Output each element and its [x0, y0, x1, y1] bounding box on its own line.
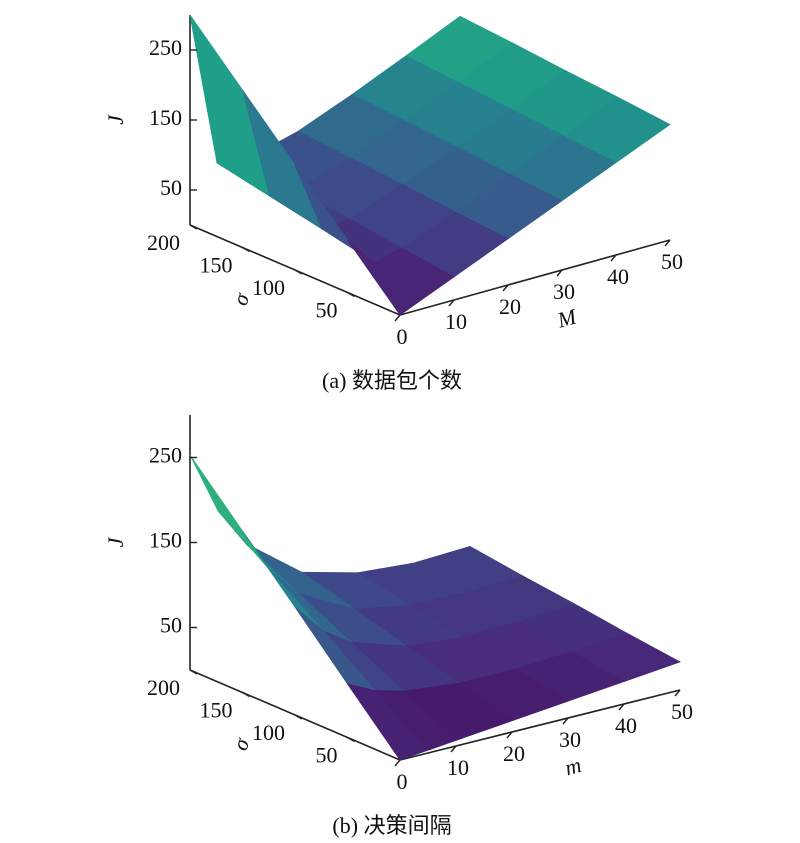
- surface-patch: [347, 239, 428, 316]
- surface-patch: [189, 14, 271, 197]
- z-tick-label: 150: [149, 528, 182, 553]
- y-axis-label: σ: [227, 289, 255, 309]
- z-axis-label: J: [103, 536, 128, 547]
- z-tick-label: 50: [160, 175, 182, 200]
- x-tick-label: 40: [615, 713, 637, 738]
- x-tick-label: 10: [447, 755, 469, 780]
- y-tick-label: 150: [200, 698, 233, 723]
- x-tick: [394, 759, 401, 767]
- x-tick: [610, 254, 617, 262]
- x-tick: [394, 314, 401, 322]
- z-tick-label: 250: [149, 35, 182, 60]
- x-tick: [562, 717, 569, 725]
- surface-patch: [346, 683, 429, 761]
- x-axis: [399, 239, 671, 316]
- y-tick: [294, 714, 303, 720]
- z-axis-label: J: [103, 114, 128, 125]
- caption: (b) 决策间隔: [332, 813, 451, 838]
- x-axis-label: m: [562, 752, 584, 780]
- x-tick: [664, 239, 671, 247]
- x-tick-label: 10: [445, 309, 467, 334]
- y-tick: [242, 246, 250, 253]
- x-tick: [556, 269, 563, 277]
- x-tick: [450, 745, 457, 753]
- x-tick: [506, 731, 513, 739]
- x-tick-label: 20: [503, 741, 525, 766]
- z-tick-label: 50: [160, 613, 182, 638]
- y-tick: [347, 736, 355, 743]
- y-tick-label: 50: [316, 298, 338, 323]
- x-tick-label: 0: [397, 324, 408, 349]
- x-tick: [502, 284, 509, 292]
- y-tick-label: 50: [316, 743, 338, 768]
- y-tick-label: 200: [147, 675, 180, 700]
- y-tick: [294, 269, 303, 275]
- x-tick-label: 30: [553, 279, 575, 304]
- y-tick: [189, 224, 198, 230]
- x-tick: [674, 689, 681, 697]
- x-tick-label: 0: [397, 769, 408, 794]
- y-tick: [242, 691, 250, 698]
- x-tick-label: 20: [499, 294, 521, 319]
- y-axis-label: σ: [227, 734, 255, 754]
- y-tick: [189, 669, 198, 675]
- caption: (a) 数据包个数: [322, 368, 462, 393]
- z-tick-label: 250: [149, 443, 182, 468]
- x-tick-label: 50: [661, 249, 683, 274]
- y-tick-label: 100: [252, 275, 285, 300]
- x-tick-label: 40: [607, 264, 629, 289]
- x-axis: [399, 689, 681, 761]
- x-tick-label: 50: [671, 699, 693, 724]
- y-tick-label: 200: [147, 230, 180, 255]
- z-tick-label: 150: [149, 105, 182, 130]
- y-tick-label: 150: [200, 253, 233, 278]
- y-tick-label: 100: [252, 720, 285, 745]
- x-axis-label: M: [554, 303, 581, 333]
- x-tick-label: 30: [559, 727, 581, 752]
- x-tick: [618, 703, 625, 711]
- x-tick: [448, 299, 455, 307]
- y-tick: [347, 291, 355, 298]
